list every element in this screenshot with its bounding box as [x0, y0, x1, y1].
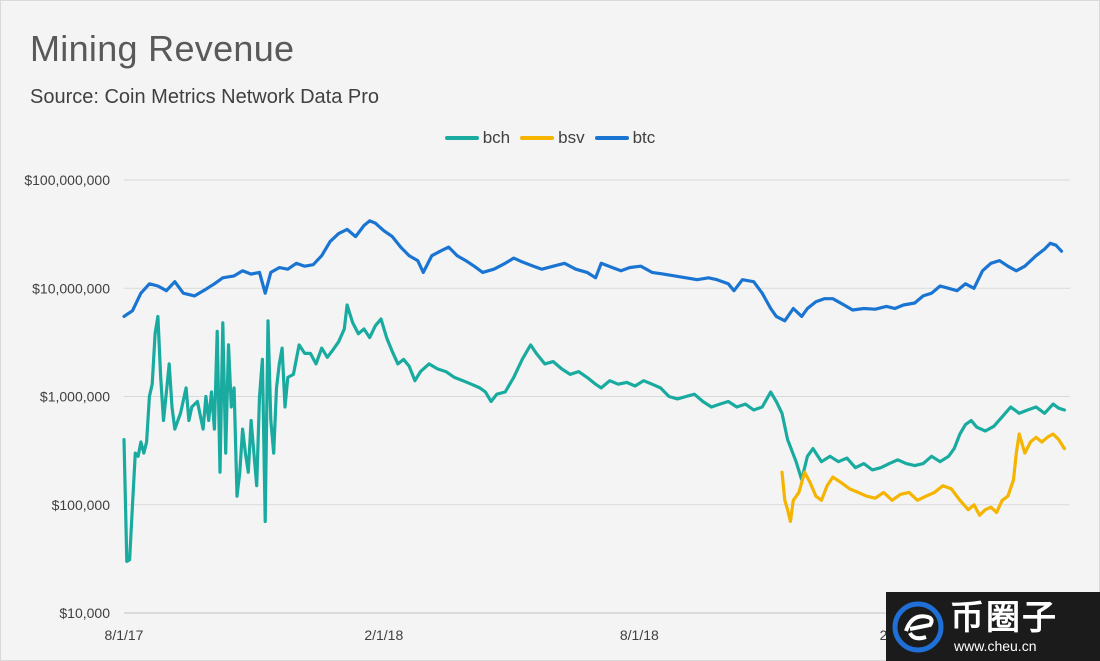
- legend-item-bch: bch: [444, 128, 511, 148]
- y-tick-label: $10,000,000: [32, 280, 110, 296]
- legend-item-btc: btc: [594, 128, 656, 148]
- x-tick-label: 2/1/18: [364, 627, 403, 643]
- e-logo-icon: [892, 601, 944, 653]
- legend-swatch-bsv: [520, 136, 555, 140]
- legend-item-bsv: bsv: [520, 128, 585, 148]
- series-line-btc: [122, 219, 1064, 323]
- series-line-bch: [122, 303, 1066, 563]
- chart-title: Mining Revenue: [30, 28, 295, 69]
- legend-label-bsv: bsv: [558, 128, 585, 147]
- y-tick-label: $100,000: [52, 497, 111, 513]
- x-tick-label: 8/1/18: [620, 627, 659, 643]
- y-tick-label: $100,000,000: [24, 172, 110, 188]
- y-tick-label: $1,000,000: [40, 389, 110, 405]
- series-line-bsv: [780, 432, 1066, 524]
- legend-swatch-bch: [444, 136, 479, 140]
- x-tick-label: 8/1/17: [105, 627, 144, 643]
- legend: bch bsv btc: [0, 128, 1100, 148]
- legend-swatch-btc: [594, 136, 629, 140]
- watermark-text: 币圈子: [950, 598, 1058, 637]
- chart-subtitle: Source: Coin Metrics Network Data Pro: [30, 86, 380, 108]
- y-tick-label: $10,000: [59, 605, 110, 621]
- legend-label-btc: btc: [632, 128, 656, 147]
- watermark-url: www.cheu.cn: [954, 637, 1037, 654]
- watermark-badge: 币圈子 www.cheu.cn: [886, 592, 1100, 661]
- legend-label-bch: bch: [482, 128, 511, 147]
